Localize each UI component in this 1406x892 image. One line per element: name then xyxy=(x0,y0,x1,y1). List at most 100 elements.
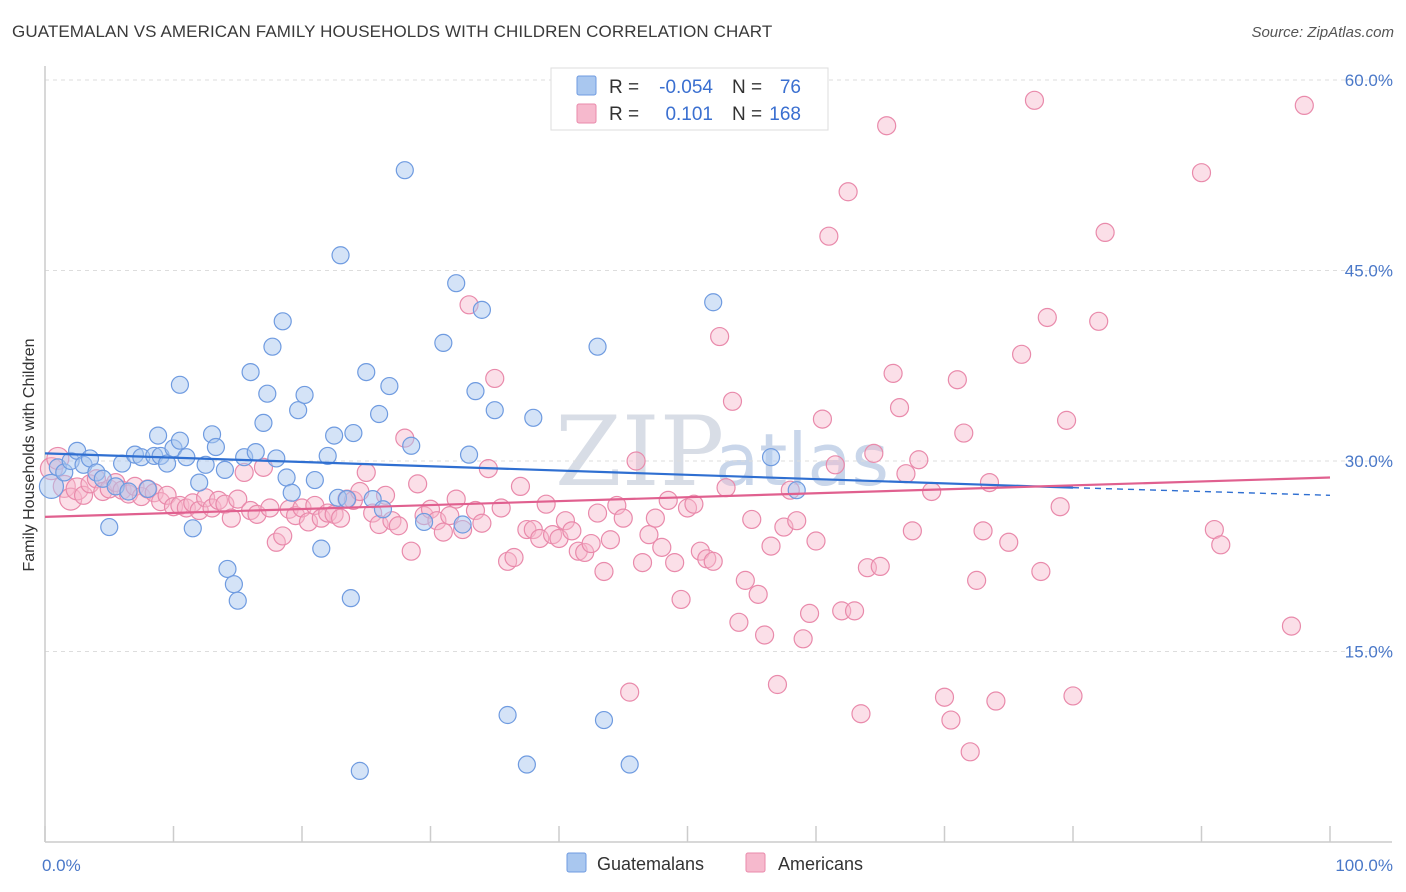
series-legend: Guatemalans Americans xyxy=(566,852,863,874)
american-point-91 xyxy=(626,451,646,471)
guatemalan-point-9 xyxy=(100,517,119,537)
guatemalan-point-46 xyxy=(312,539,331,558)
legend-r-value-1: -0.054 xyxy=(659,77,713,98)
american-point-117 xyxy=(793,629,813,649)
legend-r-value-2: 0.101 xyxy=(665,104,713,125)
american-point-36 xyxy=(273,526,293,546)
american-point-29 xyxy=(228,489,248,509)
guatemalan-point-63 xyxy=(434,333,453,352)
american-point-110 xyxy=(748,584,768,604)
american-point-159 xyxy=(1281,616,1302,636)
guatemalan-point-70 xyxy=(498,705,517,725)
american-point-18 xyxy=(157,485,177,505)
american-point-142 xyxy=(967,570,987,590)
guatemalan-point-28 xyxy=(206,437,226,457)
legend-n-label-2: N = xyxy=(732,104,762,125)
guatemalan-point-72 xyxy=(524,408,543,427)
american-point-160 xyxy=(1294,95,1314,116)
american-point-56 xyxy=(401,541,421,561)
american-point-140 xyxy=(954,423,974,443)
chart-title: GUATEMALAN VS AMERICAN FAMILY HOUSEHOLDS… xyxy=(12,22,773,41)
american-point-134 xyxy=(902,521,922,541)
american-point-67 xyxy=(472,513,492,533)
guatemalan-point-47 xyxy=(318,446,337,466)
american-point-132 xyxy=(889,398,910,418)
guatemalan-point-67 xyxy=(466,382,485,401)
guatemalan-point-29 xyxy=(215,460,234,479)
american-point-108 xyxy=(735,570,755,590)
american-point-80 xyxy=(555,511,576,531)
american-point-135 xyxy=(909,450,929,470)
american-point-97 xyxy=(665,552,685,573)
guatemalan-point-42 xyxy=(282,483,301,502)
guatemalan-point-39 xyxy=(267,449,286,468)
american-point-33 xyxy=(253,457,274,477)
guatemalan-point-51 xyxy=(337,490,357,509)
american-point-85 xyxy=(587,503,608,523)
american-point-121 xyxy=(819,226,839,246)
guatemalan-point-69 xyxy=(485,401,504,420)
american-point-156 xyxy=(1191,163,1212,183)
guatemalan-point-21 xyxy=(170,431,190,450)
guatemalan-point-48 xyxy=(325,426,344,445)
y-tick-label-0: 15.0% xyxy=(1345,643,1393,662)
american-point-34 xyxy=(260,498,280,518)
bottom-legend-guatemalans: Guatemalans xyxy=(597,854,704,874)
american-point-120 xyxy=(812,409,833,429)
american-point-89 xyxy=(613,508,633,528)
american-point-143 xyxy=(973,521,993,541)
american-point-28 xyxy=(221,508,241,528)
legend-box xyxy=(550,67,829,131)
guatemalan-point-26 xyxy=(196,455,215,474)
american-point-152 xyxy=(1056,410,1077,430)
guatemalan-point-74 xyxy=(594,710,614,730)
guatemalan-point-31 xyxy=(224,575,243,594)
american-point-122 xyxy=(825,455,845,475)
guatemalan-point-71 xyxy=(517,755,536,774)
guatemalan-point-50 xyxy=(331,246,350,265)
guatemalan-point-17 xyxy=(148,426,168,445)
american-point-69 xyxy=(485,368,505,389)
guatemalan-point-19 xyxy=(157,454,177,473)
american-point-95 xyxy=(652,537,672,557)
y-tick-label-3: 60.0% xyxy=(1345,71,1393,90)
legend-n-value-2: 168 xyxy=(769,104,801,125)
american-point-125 xyxy=(844,601,865,621)
legend-n-value-1: 76 xyxy=(780,77,801,98)
american-point-106 xyxy=(722,391,743,411)
y-tick-label-1: 30.0% xyxy=(1345,452,1393,471)
american-point-27 xyxy=(215,494,235,514)
legend-r-label-1: R = xyxy=(609,77,639,98)
guatemalan-point-53 xyxy=(344,423,363,443)
american-point-128 xyxy=(864,443,884,463)
american-point-138 xyxy=(941,710,961,730)
legend-r-label-2: R = xyxy=(609,104,639,125)
american-point-72 xyxy=(504,547,524,568)
legend-n-label-1: N = xyxy=(732,77,762,98)
american-point-45 xyxy=(330,508,351,528)
guatemalan-point-36 xyxy=(254,413,273,432)
guatemalan-point-12 xyxy=(119,482,138,501)
american-point-129 xyxy=(870,556,890,577)
american-point-87 xyxy=(600,530,621,550)
american-point-77 xyxy=(536,494,556,514)
american-point-149 xyxy=(1031,561,1051,582)
guatemalan-point-64 xyxy=(447,274,466,293)
guatemalan-point-77 xyxy=(761,448,781,467)
american-point-146 xyxy=(999,532,1019,552)
guatemalan-point-55 xyxy=(357,363,376,382)
chart-source: Source: ZipAtlas.com xyxy=(1251,24,1394,41)
guatemalan-point-59 xyxy=(380,376,399,396)
american-point-145 xyxy=(986,691,1006,711)
guatemalan-point-34 xyxy=(241,363,260,382)
guatemalan-point-60 xyxy=(395,161,414,180)
guatemalan-point-68 xyxy=(472,300,491,319)
american-point-92 xyxy=(632,552,653,573)
guatemalan-point-76 xyxy=(704,293,723,312)
american-point-49 xyxy=(356,462,376,483)
american-point-101 xyxy=(690,541,710,561)
guatemalan-point-54 xyxy=(350,761,369,780)
guatemalan-point-78 xyxy=(787,481,806,500)
guatemalan-point-15 xyxy=(138,479,157,499)
guatemalan-point-45 xyxy=(305,470,324,490)
